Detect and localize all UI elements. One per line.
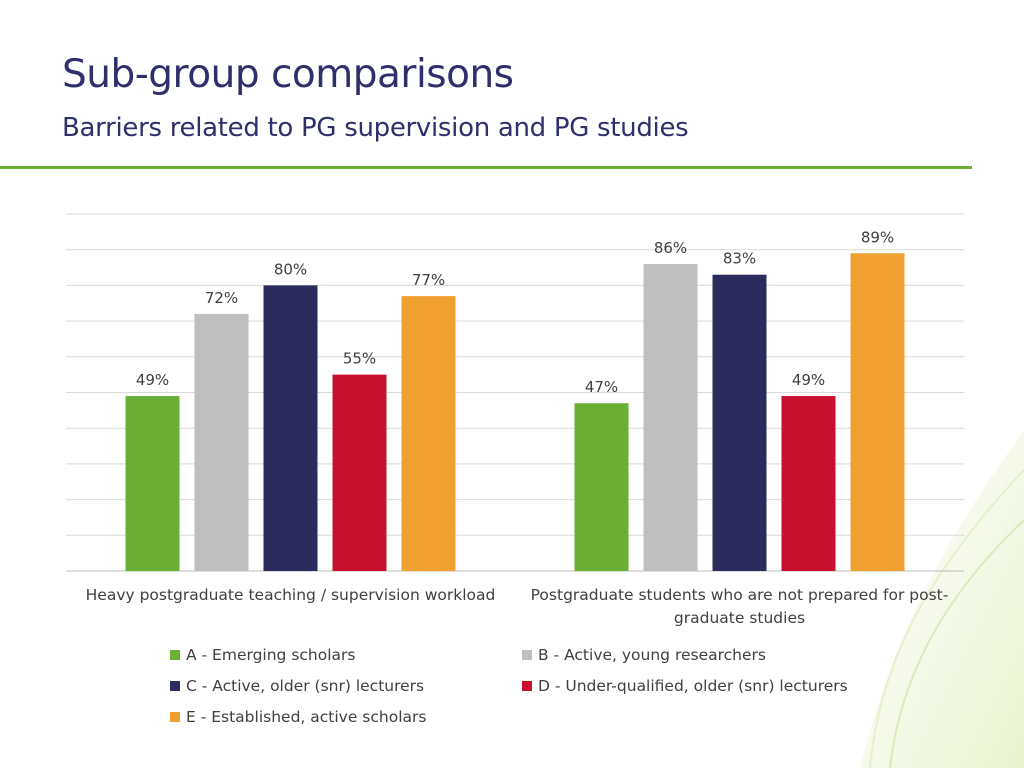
bar-chart: 49% 47% 72% 86% 80% 83% 55% 49% 77% 89% [66,213,964,572]
legend-swatch [170,681,180,691]
legend-label: A - Emerging scholars [186,646,356,664]
bar-series-d-category-2 [781,396,836,571]
legend-item-c: C - Active, older (snr) lecturers [170,675,522,697]
bar-series-e-category-1 [401,296,456,571]
legend-label: E - Established, active scholars [186,708,427,726]
category-label-1: Heavy postgraduate teaching / supervisio… [66,584,516,607]
legend-swatch [522,681,532,691]
category-label-line: Postgraduate students who are not prepar… [530,586,949,604]
data-label: 80% [274,260,307,278]
legend-label: D - Under-qualified, older (snr) lecture… [538,677,848,695]
legend-item-b: B - Active, young researchers [522,644,922,666]
legend-swatch [522,650,532,660]
legend-item-d: D - Under-qualified, older (snr) lecture… [522,675,922,697]
category-label-line: Heavy postgraduate teaching / supervisio… [85,586,496,604]
legend-label: C - Active, older (snr) lecturers [186,677,425,695]
data-label: 49% [792,371,825,389]
legend-swatch [170,712,180,722]
slide-subtitle: Barriers related to PG supervision and P… [62,113,689,143]
legend-item-a: A - Emerging scholars [170,644,522,666]
data-label: 49% [136,371,169,389]
title-divider [0,166,972,169]
bar-series-d-category-1 [332,374,387,571]
data-label: 47% [585,378,618,396]
data-label: 77% [412,271,445,289]
legend-swatch [170,650,180,660]
bar-series-b-category-1 [194,313,249,571]
bar-series-b-category-2 [643,263,698,571]
bar-series-a-category-2 [574,403,629,571]
legend-item-e: E - Established, active scholars [170,706,522,728]
legend-label: B - Active, young researchers [538,646,766,664]
slide-title: Sub-group comparisons [62,52,514,97]
bar-series-e-category-2 [850,253,905,571]
data-label: 86% [654,239,687,257]
category-label-2: Postgraduate students who are not prepar… [515,584,965,630]
chart-legend: A - Emerging scholars B - Active, young r… [170,644,930,728]
category-label-line: graduate studies [673,609,806,627]
data-label: 55% [343,350,376,368]
data-label: 72% [205,289,238,307]
bar-series-c-category-1 [263,285,318,571]
data-label: 83% [723,250,756,268]
bar-series-a-category-1 [125,396,180,571]
bar-series-c-category-2 [712,274,767,571]
data-label: 89% [861,228,894,246]
